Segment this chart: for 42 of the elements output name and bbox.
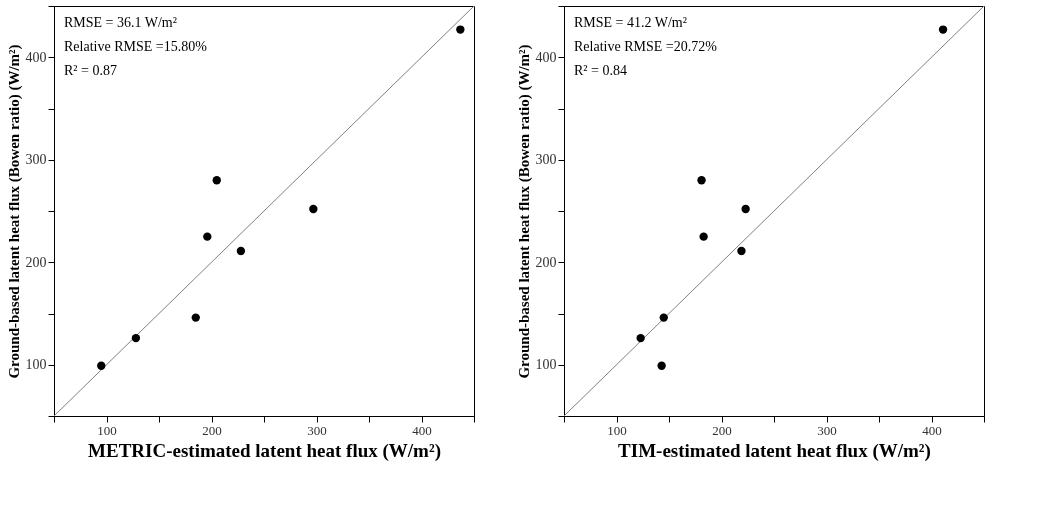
point [456,25,465,34]
point [309,204,318,214]
y-tick-label: 400 [535,49,557,65]
point [236,246,246,256]
annotation: Relative RMSE =15.80% [64,39,208,54]
x-tick-label: 300 [307,422,327,438]
annotation: R² = 0.84 [574,63,627,78]
y-tick-label: 200 [25,254,47,270]
point [212,176,221,185]
y-axis-title: Ground-based latent heat flux (Bowen ratio) (W/m²) [5,44,23,379]
point [697,176,706,185]
y-axis-title: Ground-based latent heat flux (Bowen ratio) (W/m²) [515,44,533,379]
annotation: Relative RMSE =20.72% [574,39,718,54]
y-tick-label: 100 [25,357,47,373]
x-tick-label: 400 [922,422,942,438]
y-tick-label: 100 [535,357,557,373]
point [636,333,645,343]
point [203,232,212,241]
point [131,333,141,343]
x-tick-label: 200 [202,422,222,438]
x-axis-title: METRIC-estimated latent heat flux (W/m²) [88,439,441,462]
point [657,361,666,370]
x-tick-label: 400 [412,422,432,438]
point [97,361,106,370]
annotation: RMSE = 41.2 W/m² [574,15,687,30]
x-tick-label: 100 [97,422,117,438]
y-tick-label: 300 [535,152,557,168]
point [659,313,668,322]
y-tick-label: 300 [25,152,47,168]
y-tick-label: 400 [25,49,47,65]
point [938,25,948,34]
x-tick-label: 200 [712,422,732,438]
point [737,246,746,256]
point [741,204,750,214]
x-tick-label: 100 [607,422,627,438]
annotation: RMSE = 36.1 W/m² [64,15,177,30]
y-tick-label: 200 [535,254,557,270]
point [191,313,200,322]
x-tick-label: 300 [817,422,837,438]
point [699,232,708,241]
x-axis-title: TIM-estimated latent heat flux (W/m²) [618,439,931,462]
annotation: R² = 0.87 [64,63,117,78]
